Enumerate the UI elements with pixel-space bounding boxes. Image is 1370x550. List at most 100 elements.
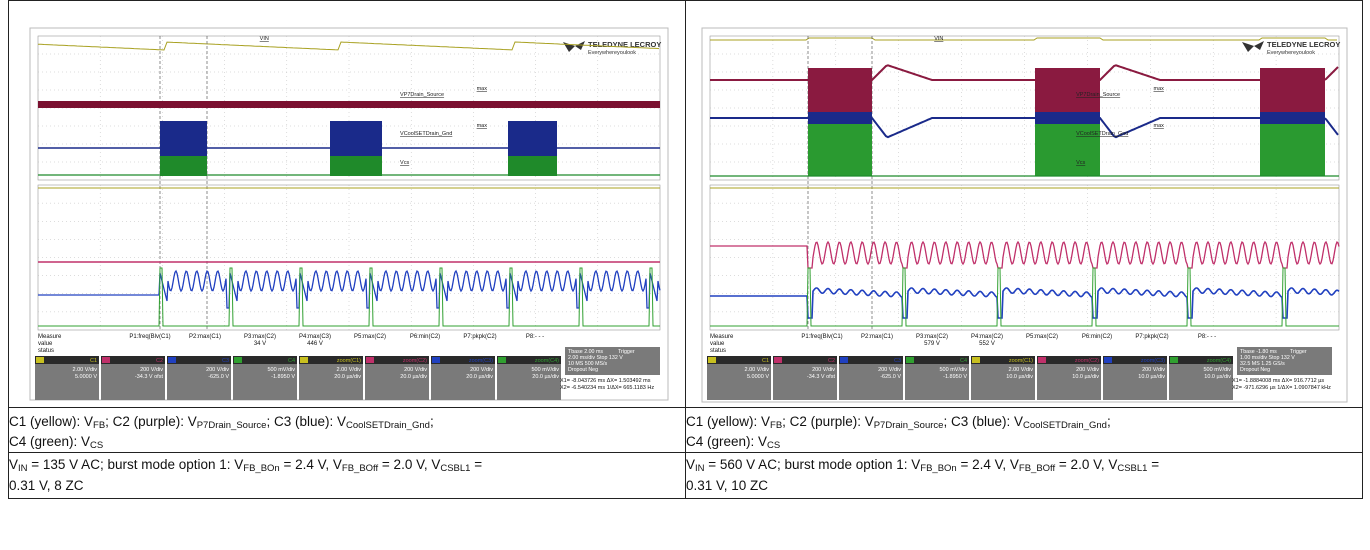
channel-offset: -625.0 V [880,374,901,380]
measure-label: status [710,348,726,354]
channel-color [168,357,176,363]
channel-offset: 5.0000 V [75,374,97,380]
channel-offset: -34.3 V ofst [807,374,836,380]
channel-color [432,357,440,363]
caption-line: VIN = 135 V AC; burst mode option 1: VFB… [9,454,482,475]
burst-c4 [808,123,872,176]
caption-text: = 2.0 V, V [378,457,440,472]
burst-c3 [330,121,382,156]
caption-line: C4 (green): VCS [9,431,103,452]
caption-text: ; C3 (blue): V [943,414,1023,429]
caption-line: VIN = 560 V AC; burst mode option 1: VFB… [686,454,1159,475]
channel-scale: 500 mV/div [531,367,559,373]
caption-line: C1 (yellow): VFB; C2 (purple): VP7Drain_… [9,411,434,432]
caption-line: C1 (yellow): VFB; C2 (purple): VP7Drain_… [686,411,1111,432]
channel-scale: 200 V/div [140,367,163,373]
burst-c4 [330,156,382,176]
param-name: P2:max(C1) [189,334,221,340]
caption-subscript: CS [90,440,103,451]
trace-label: max [477,86,488,92]
measure-label: Measure [710,334,734,340]
param-name: P7:pkpk(C2) [1135,334,1168,340]
caption-subscript: CSBL1 [1117,463,1147,474]
channel-scale: 200 V/div [1076,367,1099,373]
caption-subscript: FB_BOn [920,463,956,474]
caption-text: = 560 V AC; burst mode option 1: V [705,457,921,472]
param-name: P8:- - - [526,334,544,340]
caption-text: ; C2 (purple): V [782,414,874,429]
channel-offset: 10.0 µs/div [1006,374,1033,380]
channel-name: C3 [894,358,901,364]
caption-text: = 135 V AC; burst mode option 1: V [28,457,244,472]
channel-name: C1 [90,358,97,364]
caption-text: ; [430,414,434,429]
cursor-readout: X1= -1.8884008 ms ΔX= 916.7712 µs [1232,378,1324,384]
measure-label: value [38,341,53,347]
channel-scale: 500 mV/div [1203,367,1231,373]
channel-offset: -1.8950 V [271,374,295,380]
channel-scale: 200 V/div [878,367,901,373]
burst-c4 [508,156,557,176]
trace-label: VCoolSETDrain_Gnd [400,131,452,137]
param-name: P5:max(C2) [1026,334,1058,340]
channel-color [774,357,782,363]
channel-scale: 2.00 V/div [1009,367,1034,373]
caption-text: V [686,457,695,472]
channel-name: C2 [828,358,835,364]
channel-scale: 200 V/div [812,367,835,373]
oscilloscope-screen: TELEDYNE LECROYEverywhereyoulookVINVP7Dr… [702,28,1347,402]
channel-offset: 20.0 µs/div [532,374,559,380]
trace-label: VIN [934,36,943,42]
timebase-text: Dropout Neg [568,367,598,373]
burst-c3 [1260,112,1325,124]
channel-scale: 200 V/div [470,367,493,373]
cursor-readout: X2= -6.540234 ms 1/ΔX= 665.1183 Hz [560,385,654,391]
caption-subscript: FB [770,420,782,431]
param-name: P3:max(C2) [916,334,948,340]
trace-label: Vcs [400,160,409,166]
param-value: 446 V [307,341,323,347]
caption-text: = [470,457,482,472]
channel-name: zoom(C2) [1075,358,1099,364]
channel-name: zoom(C3) [1141,358,1165,364]
channel-name: zoom(C4) [1207,358,1231,364]
channel-offset: 10.0 µs/div [1204,374,1231,380]
logo: TELEDYNE LECROY [588,40,661,49]
trace-label: VIN [260,36,269,42]
caption-text: C4 (green): V [9,434,90,449]
param-name: P7:pkpk(C2) [463,334,496,340]
burst-c4 [160,156,207,176]
param-name: P2:max(C1) [861,334,893,340]
channel-color [1038,357,1046,363]
channel-name: C4 [960,358,967,364]
caption-subscript: CS [767,440,780,451]
caption-subscript: P7Drain_Source [197,420,267,431]
burst-c3 [808,112,872,124]
caption-line: 0.31 V, 8 ZC [9,475,84,496]
burst-c3 [1035,112,1100,124]
tagline: Everywhereyoulook [1267,50,1315,56]
channel-name: C2 [156,358,163,364]
page: TELEDYNE LECROY Everywhereyoulook VIN V P7Dr… [0,0,1370,550]
channel-scale: 500 mV/div [939,367,967,373]
param-name: P1:freq(Blv(C1) [129,334,170,340]
channel-color [840,357,848,363]
caption-line: 0.31 V, 10 ZC [686,475,768,496]
caption-subscript: P7Drain_Source [874,420,944,431]
measure-label: status [38,348,54,354]
param-name: P4:max(C3) [299,334,331,340]
channel-name: zoom(C1) [1009,358,1033,364]
channel-name: zoom(C4) [535,358,559,364]
channel-scale: 200 V/div [404,367,427,373]
channel-color [300,357,308,363]
channel-color [498,357,506,363]
channel-color [102,357,110,363]
caption-text: 0.31 V, 10 ZC [686,478,768,493]
trace-label: max [1154,86,1165,92]
channel-offset: 10.0 µs/div [1138,374,1165,380]
caption-subscript: CoolSETDrain_Gnd [1023,420,1107,431]
caption-subscript: FB [93,420,105,431]
oscilloscope-screen: TELEDYNE LECROYEverywhereyoulookVINVP7Dr… [30,28,668,400]
cursor-readout: X1= -8.043726 ms ΔX= 1.503492 ms [560,378,651,384]
trace-label: max [477,123,488,129]
